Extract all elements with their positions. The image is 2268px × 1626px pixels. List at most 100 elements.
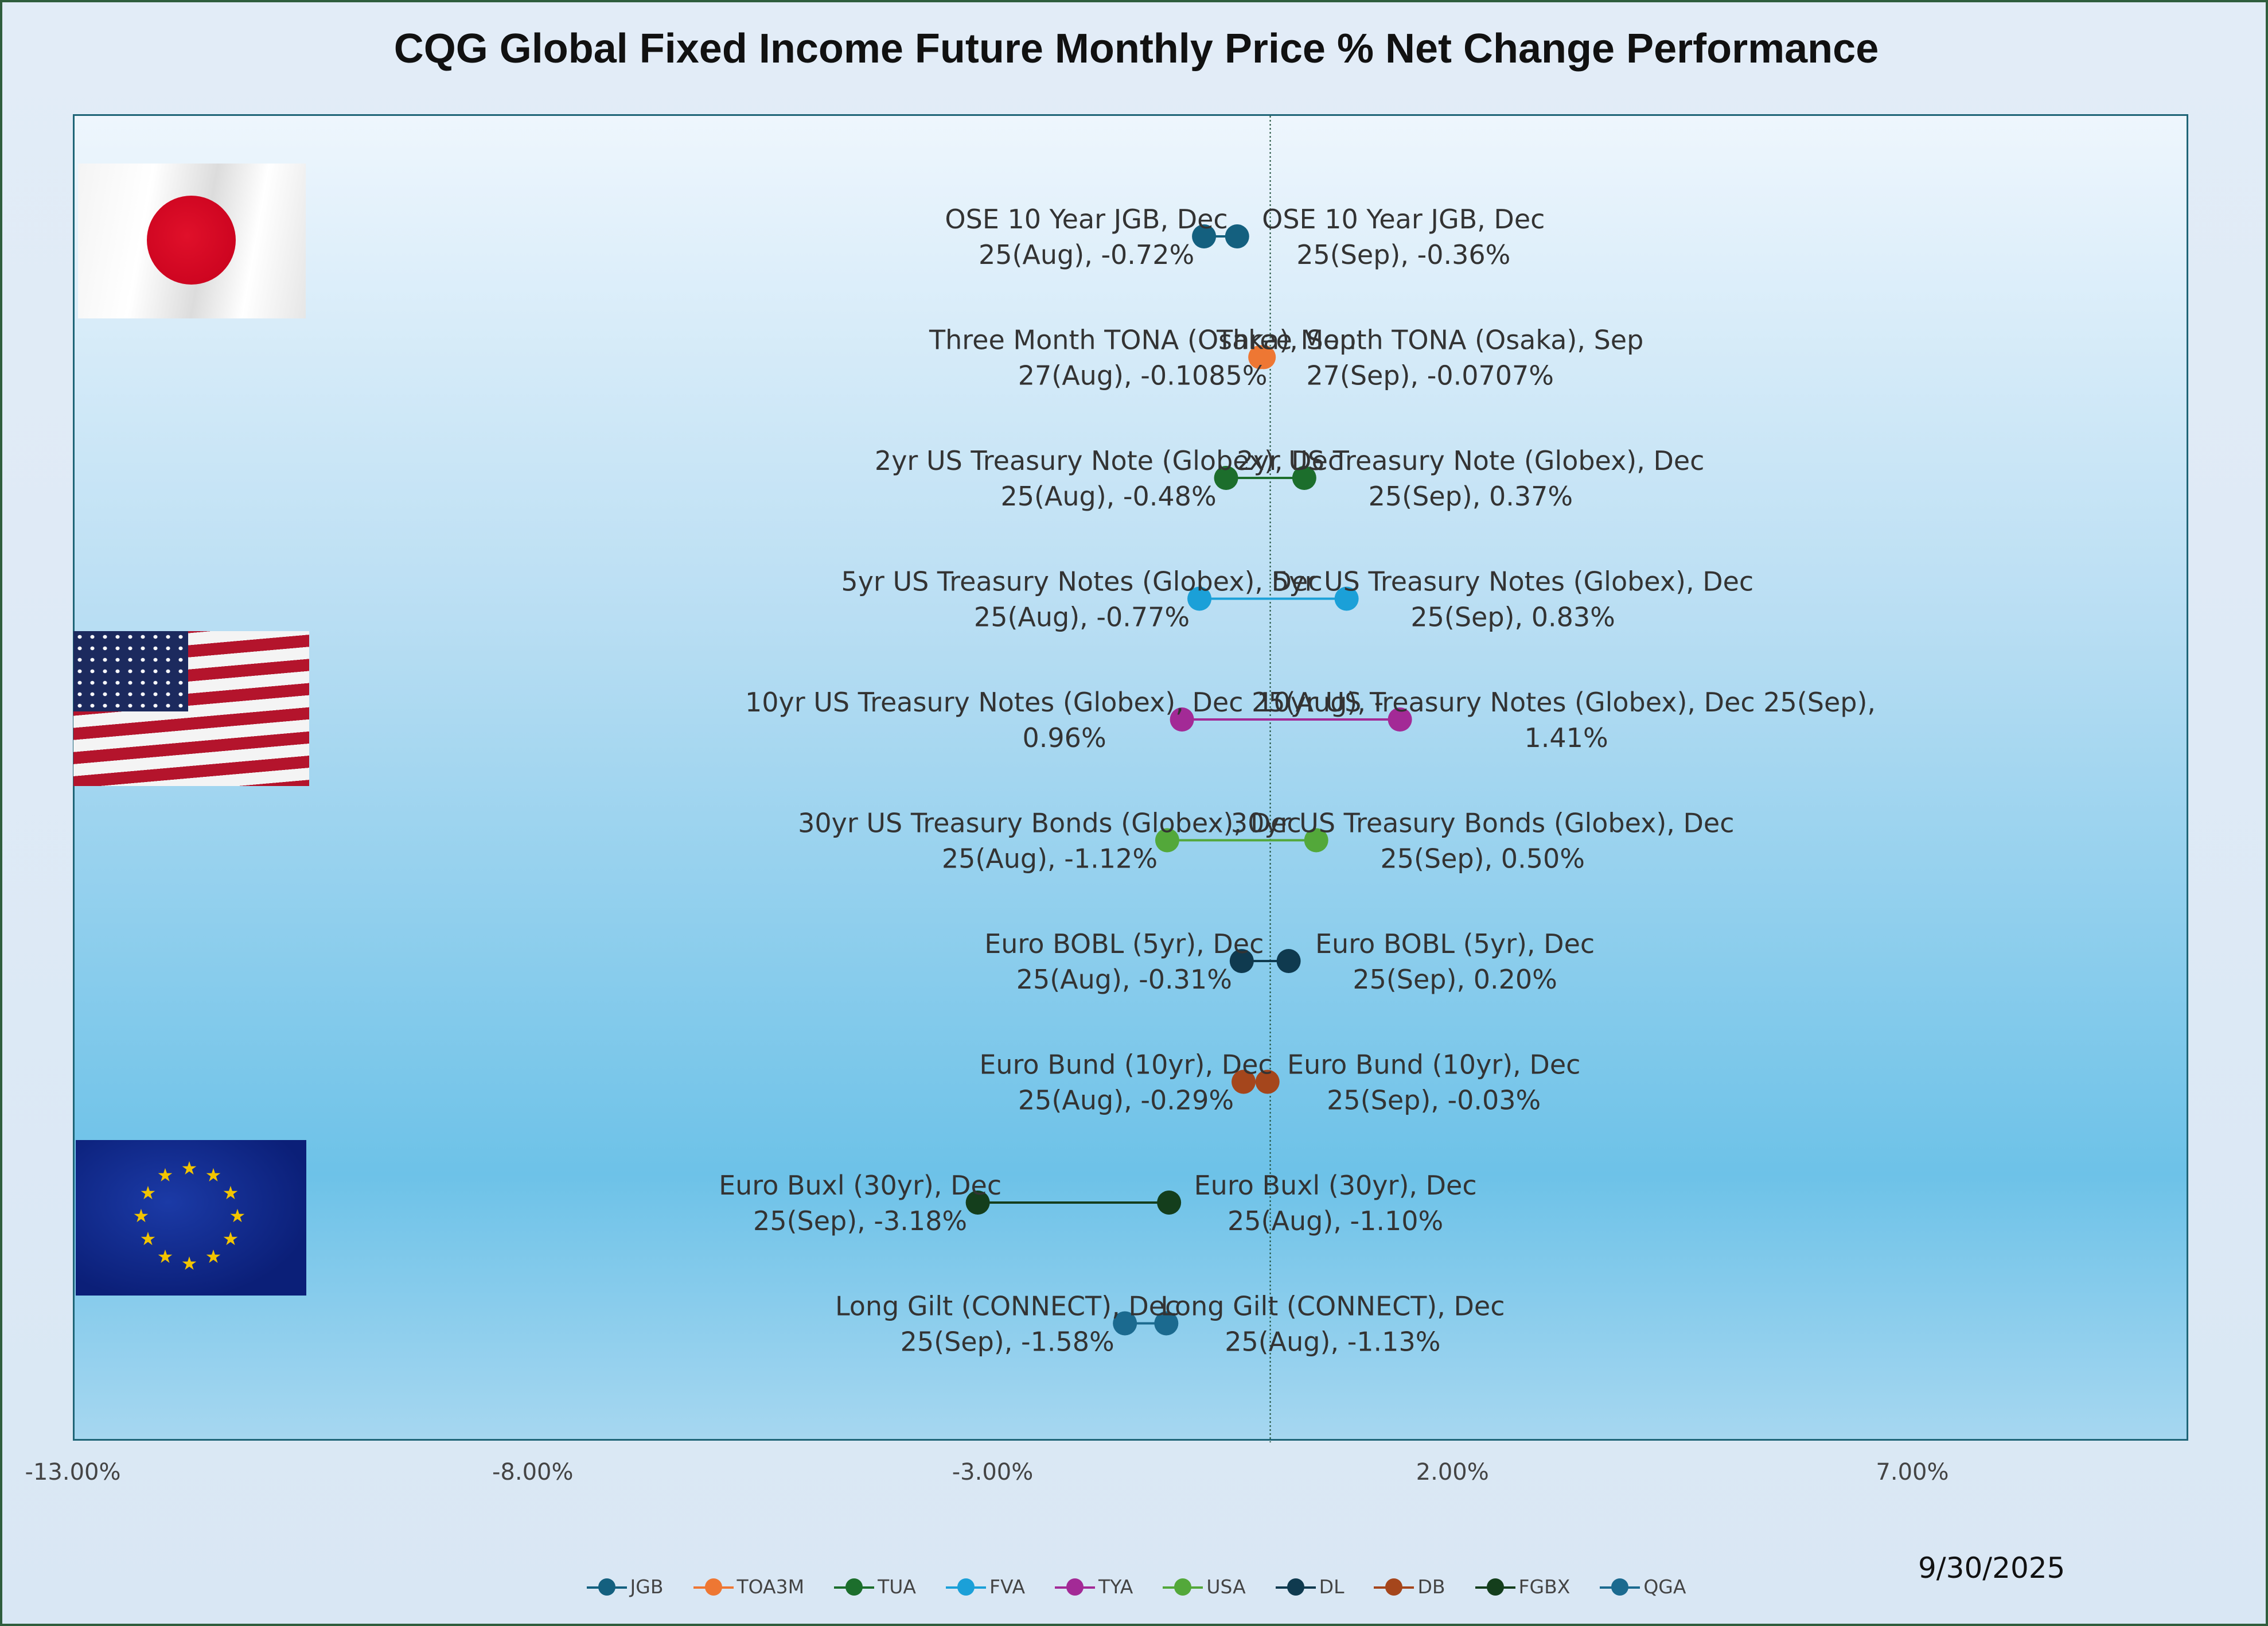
legend-swatch	[586, 1577, 627, 1597]
label-line: 30yr US Treasury Bonds (Globex), Dec	[1231, 808, 1735, 839]
usa-flag-canton	[73, 631, 188, 711]
eu-stars: ★ ★★ ★★★ ★★★ ★★★	[133, 1157, 246, 1274]
x-tick-label: -8.00%	[492, 1459, 574, 1485]
point-FGBX-right	[1157, 1191, 1182, 1215]
label-line: 25(Sep), -0.36%	[1296, 239, 1510, 270]
label-line: 27(Aug), -0.1085%	[1018, 360, 1268, 391]
svg-text:★: ★	[140, 1182, 157, 1204]
label-TUA-right: 2yr US Treasury Note (Globex), Dec 25(Sep…	[1237, 445, 1704, 512]
label-FGBX-left: Euro Buxl (30yr), Dec 25(Sep), -3.18%	[719, 1170, 1001, 1236]
date-label: 9/30/2025	[1918, 1551, 2066, 1585]
chart-svg: OSE 10 Year JGB, Dec 25(Aug), -0.72%OSE 1…	[719, 116, 1876, 1442]
svg-text:★: ★	[205, 1246, 222, 1267]
legend-swatch	[1163, 1577, 1203, 1597]
legend-item-FVA: FVA	[946, 1576, 1025, 1598]
point-TYA-right	[1388, 707, 1412, 732]
svg-text:★: ★	[223, 1182, 239, 1204]
legend-item-FGBX: FGBX	[1475, 1576, 1571, 1598]
label-line: 1.41%	[1525, 722, 1608, 753]
label-line: 25(Aug), -1.13%	[1225, 1327, 1440, 1357]
svg-text:★: ★	[181, 1252, 198, 1274]
label-DB-left: Euro Bund (10yr), Dec 25(Aug), -0.29%	[979, 1049, 1272, 1116]
point-TOA3M-right	[1252, 345, 1276, 369]
svg-text:★: ★	[181, 1157, 198, 1179]
legend-label: TUA	[878, 1576, 916, 1598]
label-line: 25(Sep), 0.50%	[1380, 843, 1585, 874]
x-tick-label: -3.00%	[952, 1459, 1034, 1485]
legend: JGB TOA3M TUA FVA TYA USA DL DB FGBX QGA	[2, 1576, 2268, 1598]
label-line: Three Month TONA (Osaka), Sep	[929, 325, 1356, 356]
label-line: 5yr US Treasury Notes (Globex), Dec	[841, 566, 1322, 597]
label-line: Euro BOBL (5yr), Dec	[984, 928, 1264, 959]
legend-swatch	[834, 1577, 875, 1597]
label-line: 5yr US Treasury Notes (Globex), Dec	[1272, 566, 1753, 597]
label-QGA-left: Long Gilt (CONNECT), Dec 25(Sep), -1.58%	[835, 1291, 1179, 1357]
legend-item-QGA: QGA	[1600, 1576, 1686, 1598]
x-tick-label: 2.00%	[1416, 1459, 1489, 1485]
label-DL-left: Euro BOBL (5yr), Dec 25(Aug), -0.31%	[984, 928, 1264, 995]
label-line: 25(Sep), -1.58%	[901, 1327, 1114, 1357]
legend-label: TYA	[1098, 1576, 1133, 1598]
label-line: 25(Aug), -0.48%	[1000, 481, 1216, 512]
legend-label: USA	[1206, 1576, 1246, 1598]
legend-swatch	[1275, 1577, 1316, 1597]
label-USA-left: 30yr US Treasury Bonds (Globex), Dec 25(A…	[798, 808, 1301, 874]
label-TUA-left: 2yr US Treasury Note (Globex), Dec 25(Aug…	[875, 445, 1342, 512]
point-DB-left	[1232, 1069, 1256, 1094]
label-line: 0.96%	[1023, 722, 1106, 753]
chart-title: CQG Global Fixed Income Future Monthly P…	[393, 26, 1879, 72]
point-TUA-right	[1292, 466, 1316, 490]
svg-text:★: ★	[140, 1228, 157, 1250]
label-line: 25(Sep), 0.83%	[1410, 602, 1615, 633]
label-line: 10yr US Treasury Notes (Globex), Dec 25(…	[745, 687, 1384, 718]
legend-swatch	[693, 1577, 734, 1597]
point-QGA-right	[1154, 1311, 1179, 1336]
label-line: Euro Bund (10yr), Dec	[1287, 1049, 1580, 1080]
label-line: 25(Sep), -3.18%	[753, 1205, 967, 1236]
point-QGA-left	[1113, 1311, 1137, 1336]
label-line: 25(Aug), -1.12%	[942, 843, 1158, 874]
label-line: 2yr US Treasury Note (Globex), Dec	[875, 445, 1342, 476]
label-line: 10yr US Treasury Notes (Globex), Dec 25(…	[1257, 687, 1876, 718]
label-JGB-left: OSE 10 Year JGB, Dec 25(Aug), -0.72%	[945, 204, 1227, 270]
legend-swatch	[1374, 1577, 1414, 1597]
legend-item-TUA: TUA	[834, 1576, 916, 1598]
label-line: Long Gilt (CONNECT), Dec	[835, 1291, 1179, 1322]
legend-label: DL	[1319, 1576, 1345, 1598]
usa-flag	[73, 631, 309, 786]
point-TUA-left	[1214, 466, 1238, 490]
label-line: 25(Aug), -0.72%	[979, 239, 1194, 270]
label-line: Euro BOBL (5yr), Dec	[1315, 928, 1595, 959]
label-FVA-left: 5yr US Treasury Notes (Globex), Dec 25(Au…	[841, 566, 1322, 633]
point-TYA-left	[1170, 707, 1194, 732]
label-line: 25(Aug), -0.77%	[974, 602, 1190, 633]
label-DB-right: Euro Bund (10yr), Dec 25(Sep), -0.03%	[1287, 1049, 1580, 1116]
svg-text:★: ★	[157, 1246, 174, 1267]
legend-label: TOA3M	[736, 1576, 805, 1598]
legend-swatch	[946, 1577, 986, 1597]
svg-text:★: ★	[223, 1228, 239, 1250]
legend-label: QGA	[1643, 1576, 1686, 1598]
label-QGA-right: Long Gilt (CONNECT), Dec 25(Aug), -1.13%	[1160, 1291, 1505, 1357]
legend-item-TYA: TYA	[1055, 1576, 1133, 1598]
japan-flag	[78, 164, 306, 318]
label-line: Long Gilt (CONNECT), Dec	[1160, 1291, 1505, 1322]
label-USA-right: 30yr US Treasury Bonds (Globex), Dec 25(S…	[1231, 808, 1735, 874]
legend-label: FGBX	[1518, 1576, 1571, 1598]
legend-label: DB	[1417, 1576, 1445, 1598]
legend-swatch	[1055, 1577, 1096, 1597]
label-line: 25(Aug), -0.31%	[1016, 964, 1232, 995]
svg-text:★: ★	[205, 1164, 222, 1186]
label-TYA-left: 10yr US Treasury Notes (Globex), Dec 25(…	[745, 687, 1384, 753]
x-tick-label: -13.00%	[25, 1459, 121, 1485]
label-line: 30yr US Treasury Bonds (Globex), Dec	[798, 808, 1301, 839]
x-axis: -13.00% -8.00% -3.00% 2.00% 7.00%	[25, 1459, 1949, 1485]
label-line: Euro Buxl (30yr), Dec	[719, 1170, 1001, 1201]
label-line: OSE 10 Year JGB, Dec	[945, 204, 1227, 235]
label-TOA3M-right: Three Month TONA (Osaka), Sep 27(Sep), -0…	[1216, 325, 1643, 391]
plot-area: ★ ★ ★ ★ ★ ★ ★ ★ ★ ★ ★ ★ OSE 10 Year JGB, Dec 25(A…	[73, 114, 2188, 1442]
label-TOA3M-left: Three Month TONA (Osaka), Sep 27(Aug), -0…	[929, 325, 1356, 391]
label-line: OSE 10 Year JGB, Dec	[1262, 204, 1545, 235]
label-line: Euro Bund (10yr), Dec	[979, 1049, 1272, 1080]
point-JGB-left	[1192, 224, 1217, 248]
